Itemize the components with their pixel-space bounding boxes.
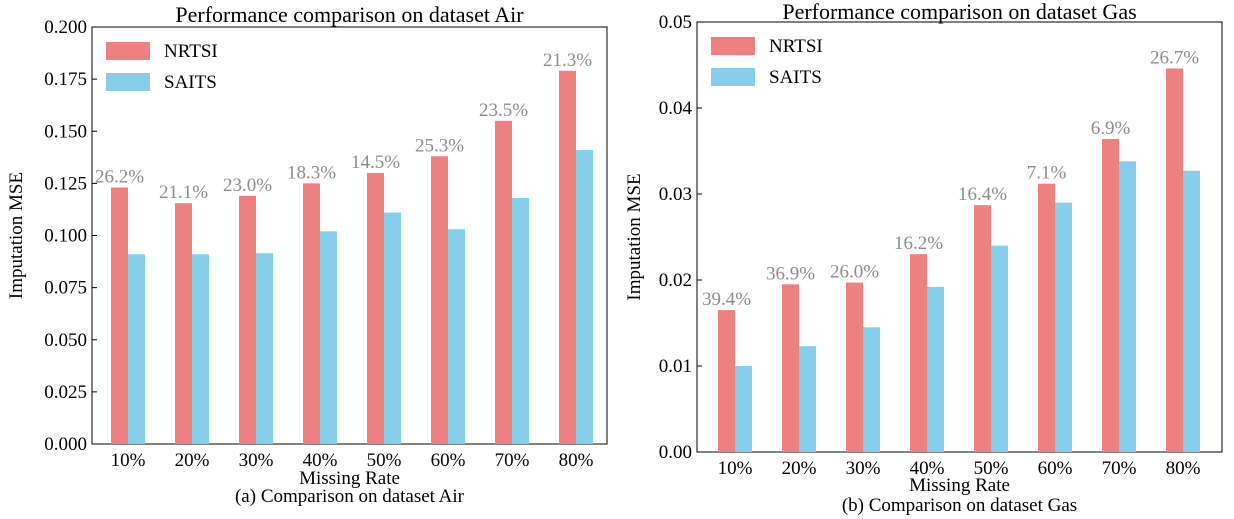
chart1-y-tick-label: 0.150 (44, 121, 87, 142)
chart2-y-tick-label: 0.00 (659, 442, 692, 463)
chart1-legend-swatch-saits (106, 73, 150, 91)
chart2-bar-nrtsi (1102, 138, 1119, 452)
chart2-x-tick-label: 30% (846, 458, 881, 479)
chart1-caption: (a) Comparison on dataset Air (235, 486, 465, 507)
chart1-y-tick-label: 0.075 (44, 278, 87, 299)
chart2-legend-label-nrtsi: NRTSI (769, 36, 823, 57)
chart2-improvement-label: 36.9% (766, 263, 815, 284)
chart1-x-axis-label: Missing Rate (299, 468, 400, 489)
chart1-bar-nrtsi (175, 203, 192, 444)
chart2-bar-saits (927, 286, 944, 452)
chart1-bar-nrtsi (239, 195, 256, 444)
chart1-legend-swatch-nrtsi (106, 42, 150, 60)
chart2-x-tick-label: 50% (974, 458, 1009, 479)
chart1-improvement-label: 18.3% (287, 162, 336, 183)
chart1-improvement-label: 25.3% (415, 135, 464, 156)
chart1: Performance comparison on dataset Air 0.0… (6, 2, 608, 507)
chart2-title: Performance comparison on dataset Gas (782, 0, 1136, 24)
chart2-bar-saits (799, 346, 816, 452)
chart2-y-tick-label: 0.04 (659, 98, 693, 119)
chart2-improvement-label: 16.4% (958, 184, 1007, 205)
chart1-bar-saits (256, 253, 273, 444)
chart2-y-tick-label: 0.01 (659, 356, 692, 377)
chart1-y-tick-label: 0.125 (44, 173, 87, 194)
chart2-y-tick-label: 0.05 (659, 12, 692, 33)
chart1-x-tick-label: 80% (559, 450, 594, 471)
chart1-bar-nrtsi (111, 187, 128, 445)
chart1-bar-saits (576, 150, 593, 444)
chart1-bar-saits (128, 254, 145, 444)
chart2-improvement-label: 16.2% (894, 233, 943, 254)
chart1-y-tick-label: 0.100 (44, 226, 87, 247)
chart2-bar-saits (1119, 161, 1136, 452)
chart2-legend-swatch-nrtsi (711, 37, 755, 55)
chart1-bar-saits (512, 197, 529, 444)
chart1-bar-nrtsi (367, 172, 384, 444)
chart2-legend-swatch-saits (711, 68, 755, 86)
chart2-improvement-label: 7.1% (1027, 163, 1067, 184)
chart2-bar-saits (735, 366, 752, 452)
chart1-y-tick-label: 0.000 (44, 434, 87, 455)
chart1-improvement-label: 21.1% (159, 182, 208, 203)
chart1-bar-saits (384, 212, 401, 444)
chart1-bar-saits (192, 254, 209, 444)
chart1-legend-label-nrtsi: NRTSI (164, 41, 218, 62)
chart2-bar-nrtsi (1038, 183, 1055, 452)
chart1-x-tick-label: 50% (367, 450, 402, 471)
chart2-legend-label-saits: SAITS (769, 67, 822, 88)
chart2-improvement-label: 26.7% (1150, 47, 1199, 68)
chart2-bar-nrtsi (718, 310, 735, 452)
chart1-improvement-label: 14.5% (351, 152, 400, 173)
chart2-x-tick-label: 70% (1102, 458, 1137, 479)
chart1-y-tick-label: 0.025 (44, 382, 87, 403)
chart1-title: Performance comparison on dataset Air (175, 2, 524, 27)
chart1-x-tick-label: 10% (111, 450, 146, 471)
chart1-legend-label-saits: SAITS (164, 72, 217, 93)
chart2-improvement-label: 39.4% (702, 289, 751, 310)
chart2-x-tick-label: 40% (910, 458, 945, 479)
chart1-x-tick-label: 20% (175, 450, 210, 471)
chart2-x-tick-label: 60% (1038, 458, 1073, 479)
chart2-y-tick-label: 0.03 (659, 184, 692, 205)
chart2-x-tick-label: 20% (782, 458, 817, 479)
chart2-bar-saits (863, 327, 880, 452)
chart1-improvement-label: 23.0% (223, 175, 272, 196)
chart1-y-tick-label: 0.200 (44, 17, 87, 38)
chart2-bar-saits (1183, 170, 1200, 452)
chart2-bar-nrtsi (974, 205, 991, 452)
chart1-y-tick-label: 0.175 (44, 69, 87, 90)
chart2-bar-nrtsi (782, 284, 799, 452)
chart1-bar-saits (448, 229, 465, 444)
chart2-improvement-label: 6.9% (1091, 118, 1131, 139)
chart2-bar-nrtsi (1166, 68, 1183, 452)
chart2-bar-nrtsi (910, 254, 927, 452)
chart2-improvement-label: 26.0% (830, 262, 879, 283)
chart1-bar-saits (320, 231, 337, 444)
chart1-bar-nrtsi (431, 156, 448, 444)
chart1-y-tick-label: 0.050 (44, 330, 87, 351)
chart1-improvement-label: 21.3% (543, 50, 592, 71)
chart1-x-tick-label: 60% (431, 450, 466, 471)
chart2-x-tick-label: 80% (1166, 458, 1201, 479)
chart2-bar-nrtsi (846, 282, 863, 452)
chart1-bar-nrtsi (495, 120, 512, 444)
chart1-x-tick-label: 70% (495, 450, 530, 471)
chart2-y-axis-label: Imputation MSE (624, 173, 645, 300)
chart1-x-tick-label: 30% (239, 450, 274, 471)
chart2-y-tick-label: 0.02 (659, 270, 692, 291)
chart2-x-tick-label: 10% (718, 458, 753, 479)
chart1-improvement-label: 23.5% (479, 100, 528, 121)
chart2: Performance comparison on dataset Gas 0.0… (624, 0, 1223, 516)
chart1-improvement-label: 26.2% (95, 167, 144, 188)
chart1-y-axis-label: Imputation MSE (6, 172, 27, 299)
chart2-caption: (b) Comparison on dataset Gas (842, 495, 1077, 516)
chart1-bar-nrtsi (303, 183, 320, 444)
chart2-x-axis-label: Missing Rate (909, 475, 1010, 496)
chart2-bar-saits (1055, 202, 1072, 452)
chart1-x-tick-label: 40% (303, 450, 338, 471)
chart2-bar-saits (991, 245, 1008, 452)
chart1-bar-nrtsi (559, 70, 576, 444)
